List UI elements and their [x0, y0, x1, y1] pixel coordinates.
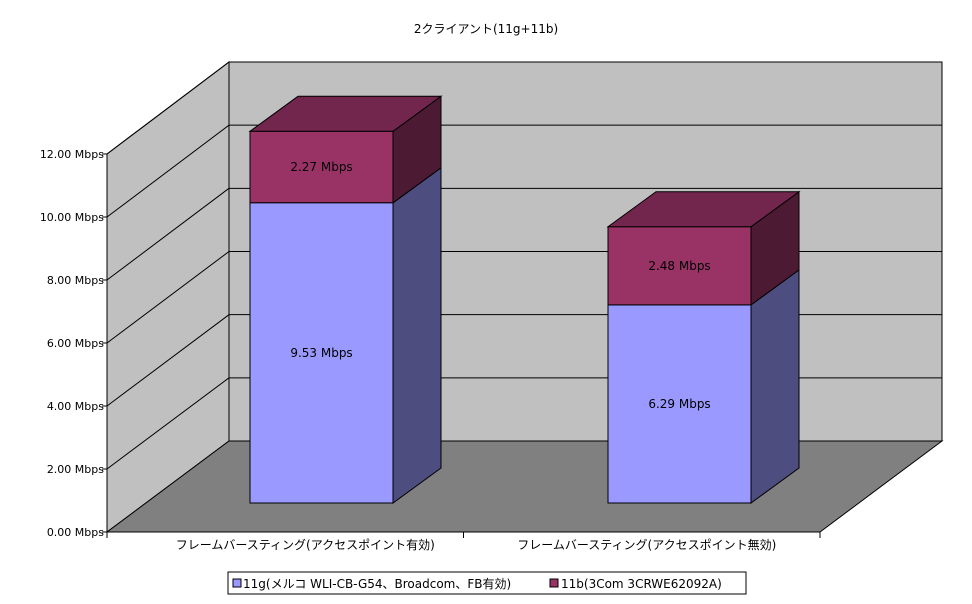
bar-side — [392, 166, 442, 504]
bar-segment: 2.27 Mbps — [248, 95, 443, 204]
bar-segment: 9.53 Mbps — [249, 166, 442, 504]
x-category-label: フレームバースティング(アクセスポイント無効) — [517, 537, 776, 552]
gridline-side — [106, 61, 230, 155]
data-label: 6.29 Mbps — [648, 397, 710, 411]
gridline-side — [106, 124, 230, 218]
gridline-side — [106, 251, 230, 344]
x-category-label: フレームバースティング(アクセスポイント有効) — [176, 537, 435, 552]
chart-walls — [105, 60, 944, 533]
data-label: 2.48 Mbps — [648, 259, 710, 273]
gridline-side — [106, 314, 230, 407]
bars: 9.53 Mbps 2.27 Mbps 6.29 Mbps 2.48 Mbps — [248, 95, 801, 504]
y-tick-label: 12.00 Mbps — [40, 148, 104, 161]
bar-segment: 2.48 Mbps — [606, 190, 801, 306]
data-label: 9.53 Mbps — [290, 346, 352, 360]
floor — [105, 440, 944, 533]
legend: 11g(メルコ WLI-CB-G54、Broadcom、FB有効) 11b(3C… — [227, 571, 747, 595]
gridline-side — [106, 187, 230, 281]
y-tick-label: 6.00 Mbps — [47, 337, 104, 350]
chart-title: 2クライアント(11g+11b) — [414, 22, 558, 36]
y-tick-label: 0.00 Mbps — [47, 526, 104, 539]
bar-top — [248, 95, 443, 132]
legend-swatch-11g — [232, 578, 242, 588]
x-category-labels: フレームバースティング(アクセスポイント有効) フレームバースティング(アクセスポ… — [176, 537, 777, 552]
legend-label-11b: 11b(3Com 3CRWE62092A) — [561, 577, 722, 591]
data-label: 2.27 Mbps — [290, 160, 352, 174]
legend-label-11g: 11g(メルコ WLI-CB-G54、Broadcom、FB有効) — [243, 576, 511, 591]
bar-side — [750, 268, 800, 504]
bar-top — [606, 191, 801, 228]
gridline-side — [106, 377, 230, 470]
y-tick-label: 4.00 Mbps — [47, 400, 104, 413]
y-tick-labels: 0.00 Mbps 2.00 Mbps 4.00 Mbps 6.00 Mbps 8.00… — [40, 148, 104, 539]
y-tick-label: 10.00 Mbps — [40, 211, 104, 224]
y-tick-label: 2.00 Mbps — [47, 463, 104, 476]
legend-swatch-11b — [549, 578, 559, 588]
axes — [102, 153, 821, 538]
legend-box — [227, 571, 747, 595]
y-tick-label: 8.00 Mbps — [47, 274, 104, 287]
